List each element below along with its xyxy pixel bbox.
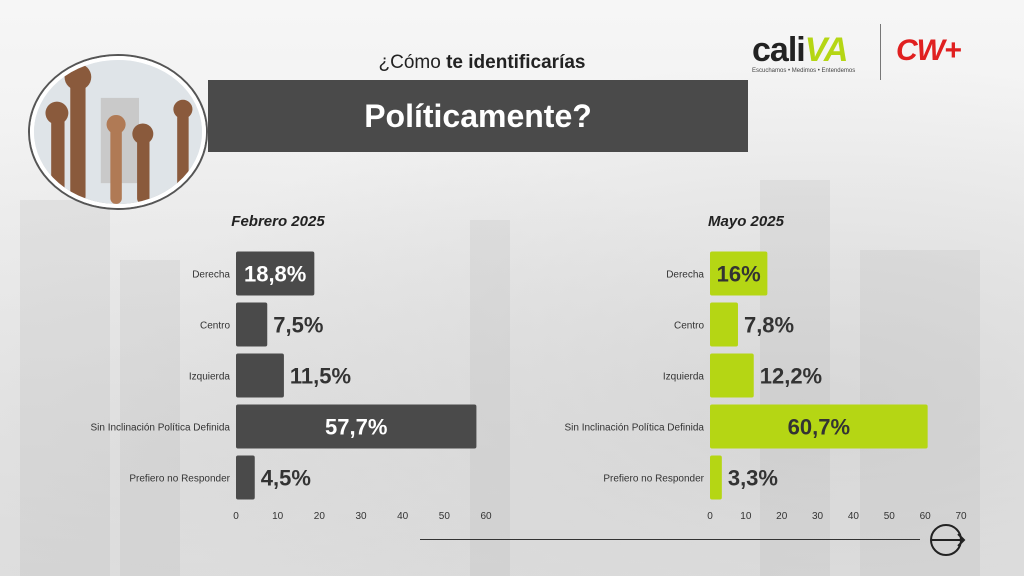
data-label: 7,5%	[273, 313, 323, 338]
data-label: 7,8%	[744, 313, 794, 338]
chart-febrero: Febrero 2025 Derecha 18,8% Centro 7,5% Izquie…	[0, 200, 510, 530]
page-title: Políticamente?	[364, 97, 592, 134]
tick-label: 0	[233, 511, 239, 522]
bar	[236, 353, 284, 398]
data-label: 3,3%	[728, 466, 778, 491]
bar	[710, 302, 738, 347]
category-label: Derecha	[666, 270, 704, 281]
tick-label: 10	[740, 511, 752, 522]
caliva-logo: caliVA Escuchamos • Medimos • Entendemos	[752, 31, 856, 74]
category-label: Prefiero no Responder	[129, 474, 230, 485]
category-label: Centro	[200, 321, 230, 332]
bar	[236, 251, 315, 296]
tick-label: 0	[707, 511, 713, 522]
bar	[236, 455, 255, 500]
tick-label: 50	[439, 511, 451, 522]
cw-plus-logo: CW+	[896, 34, 961, 67]
data-label: 18,8%	[244, 262, 306, 287]
tick-label: 40	[397, 511, 409, 522]
category-label: Prefiero no Responder	[603, 474, 704, 485]
bar	[710, 455, 722, 500]
title-bar: Políticamente?	[208, 80, 748, 152]
bar	[236, 404, 477, 449]
bar	[236, 302, 268, 347]
category-label: Sin Inclinación Política Definida	[90, 423, 230, 434]
tick-label: 30	[355, 511, 367, 522]
chart-title: Febrero 2025	[231, 213, 325, 230]
data-label: 11,5%	[290, 364, 351, 389]
tick-label: 40	[848, 511, 860, 522]
tick-label: 50	[884, 511, 896, 522]
tick-label: 20	[314, 511, 326, 522]
tick-label: 10	[272, 511, 284, 522]
data-label: 57,7%	[325, 415, 387, 440]
category-label: Centro	[674, 321, 704, 332]
question-text: ¿Cómo te identificarías	[378, 52, 586, 73]
bar	[710, 251, 768, 296]
bar	[710, 353, 754, 398]
tick-label: 60	[480, 511, 492, 522]
raised-fists-photo	[30, 56, 206, 208]
category-label: Sin Inclinación Política Definida	[564, 423, 704, 434]
chart-svg: Febrero 2025 Derecha 18,8% Centro 7,5% Izquie…	[90, 213, 492, 522]
next-arrow-icon[interactable]	[928, 522, 968, 558]
data-label: 60,7%	[788, 415, 850, 440]
category-label: Izquierda	[663, 372, 705, 383]
divider-line	[420, 539, 920, 540]
tick-label: 30	[812, 511, 824, 522]
data-label: 16%	[717, 262, 761, 287]
tick-label: 60	[920, 511, 932, 522]
chart-title: Mayo 2025	[708, 213, 785, 230]
data-label: 12,2%	[760, 364, 822, 389]
tick-label: 20	[776, 511, 788, 522]
chart-svg: Mayo 2025 Derecha 16% Centro 7,8% Izquierda 12…	[564, 213, 967, 522]
bar	[710, 404, 928, 449]
category-label: Izquierda	[189, 372, 231, 383]
logo-divider	[880, 24, 881, 80]
category-label: Derecha	[192, 270, 230, 281]
tick-label: 70	[955, 511, 967, 522]
chart-mayo: Mayo 2025 Derecha 16% Centro 7,8% Izquierda 12…	[510, 200, 1010, 530]
data-label: 4,5%	[261, 466, 311, 491]
